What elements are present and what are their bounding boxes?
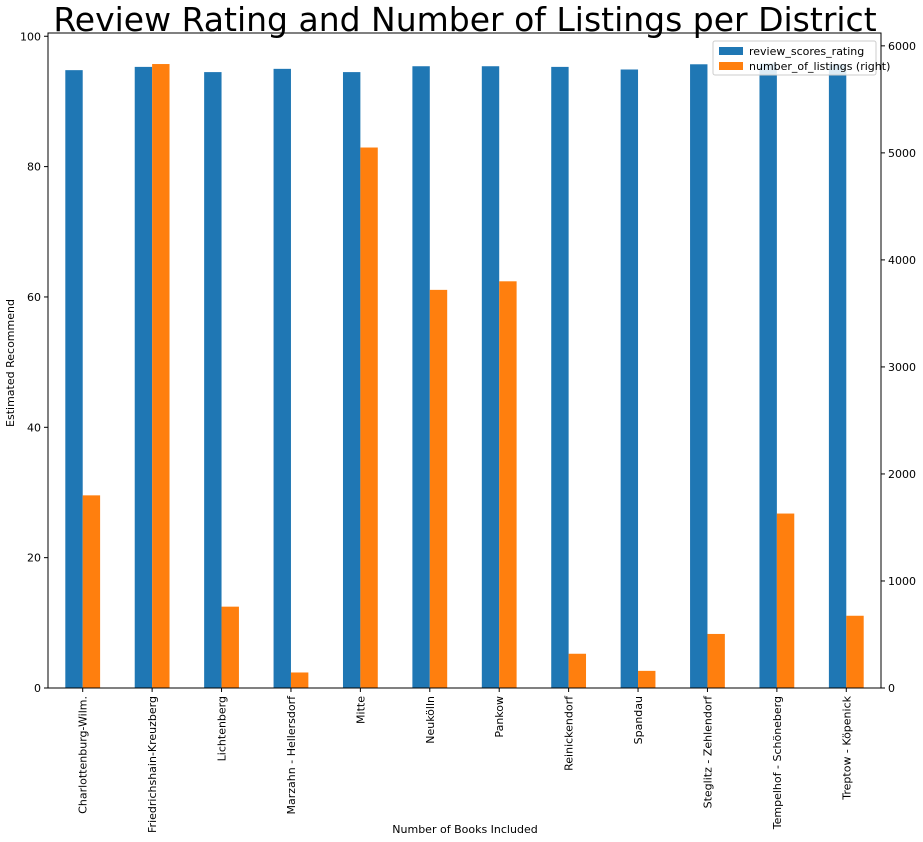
bar-review_scores_rating-8 [620,69,639,689]
x-tick-label: Treptow - Köpenick [840,695,853,800]
y2-tick-label: 3000 [888,361,916,374]
y2-tick-label: 1000 [888,575,916,588]
y-tick-label: 20 [27,552,41,565]
legend-swatch [719,47,743,55]
legend-entry: review_scores_rating [749,45,864,58]
x-tick-label: Spandau [632,696,645,744]
bar-number_of_listings-6 [499,281,517,688]
y2-tick-label: 6000 [888,40,916,53]
y-tick-label: 40 [27,421,41,434]
x-tick-label: Mitte [354,696,367,724]
x-tick-label: Steglitz - Zehlendorf [701,695,714,809]
bar-number_of_listings-11 [846,615,864,688]
x-tick-label: Marzahn - Hellersdorf [285,695,298,815]
bar-review_scores_rating-2 [204,72,222,688]
bar-review_scores_rating-11 [828,64,847,689]
y-tick-label: 60 [27,291,41,304]
axes-layer: 0204060801000100020003000400050006000Cha… [20,30,916,833]
bar-review_scores_rating-5 [412,66,430,688]
y2-tick-label: 2000 [888,468,916,481]
bar-review_scores_rating-4 [342,72,361,688]
y-axis-label: Estimated Recommend [4,299,17,427]
x-tick-label: Friedrichshain-Kreuzberg [146,696,159,833]
y-tick-label: 0 [34,682,41,695]
x-tick-label: Tempelhof - Schöneberg [771,696,784,830]
bar-number_of_listings-7 [568,653,587,688]
bar-review_scores_rating-10 [759,63,777,689]
legend-box [712,40,877,76]
x-tick-label: Pankow [493,696,506,738]
y-tick-label: 100 [20,30,41,43]
bars-layer [65,63,864,689]
y2-tick-label: 4000 [888,254,916,267]
bar-number_of_listings-9 [707,633,725,688]
bar-number_of_listings-2 [221,606,239,688]
bar-number_of_listings-4 [360,147,378,689]
bar-review_scores_rating-7 [551,66,569,688]
bar-review_scores_rating-6 [481,66,500,688]
y2-tick-label: 5000 [888,147,916,160]
bar-number_of_listings-3 [290,672,309,688]
bar-number_of_listings-5 [429,289,448,688]
x-tick-label: Neukölln [424,696,437,744]
x-tick-label: Lichtenberg [216,696,229,761]
y-tick-label: 80 [27,161,41,174]
bar-number_of_listings-10 [776,513,795,688]
bar-number_of_listings-8 [638,670,656,688]
x-axis-label: Number of Books Included [392,823,537,836]
legend-entry: number_of_listings (right) [749,60,890,73]
legend: review_scores_rating number_of_listings (… [712,40,890,76]
bar-review_scores_rating-3 [273,68,291,689]
bar-review_scores_rating-1 [134,66,153,688]
y2-tick-label: 0 [888,682,895,695]
plot-frame [47,32,882,689]
x-tick-label: Charlottenburg-Wilm. [77,696,90,814]
bar-review_scores_rating-0 [65,70,83,689]
bar-number_of_listings-0 [82,495,101,688]
bar-review_scores_rating-9 [690,64,708,689]
bar-number_of_listings-1 [152,64,170,688]
x-tick-label: Reinickendorf [563,695,576,771]
legend-swatch [719,62,743,70]
